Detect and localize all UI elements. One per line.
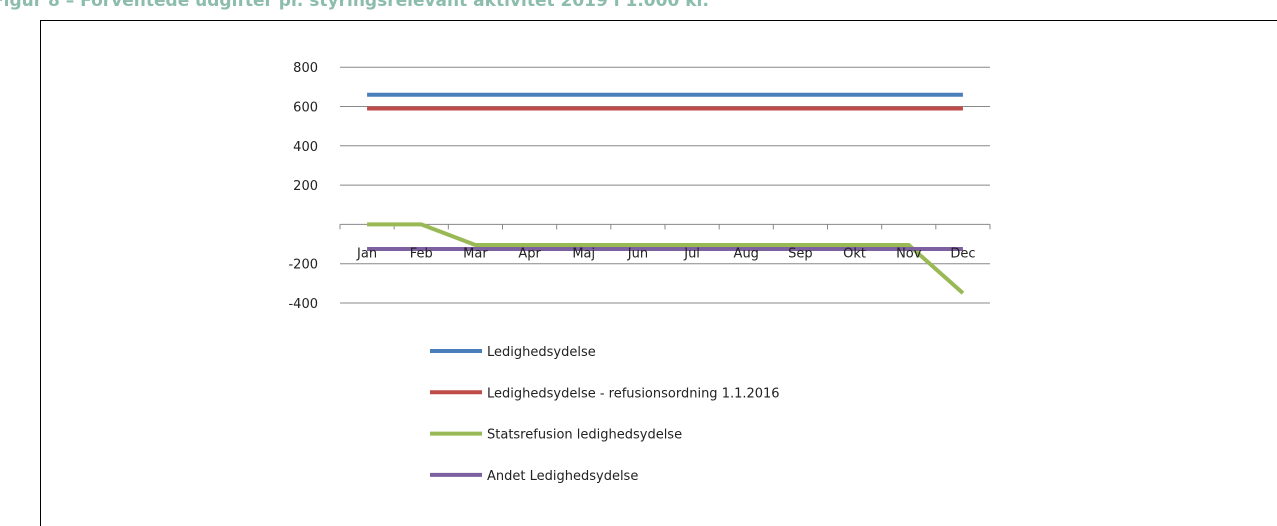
y-tick-label: 600 <box>293 101 318 116</box>
y-tick-label: -200 <box>288 258 318 273</box>
x-tick-label: Jun <box>627 246 648 261</box>
x-tick-label: Dec <box>950 246 975 261</box>
x-tick-label: Maj <box>572 246 595 261</box>
x-tick-label: Sep <box>788 246 813 261</box>
legend-label: Ledighedsydelse - refusionsordning 1.1.2… <box>487 386 780 401</box>
legend-label: Andet Ledighedsydelse <box>487 469 638 484</box>
y-tick-label: 200 <box>293 179 318 194</box>
x-tick-label: Jul <box>683 246 700 261</box>
y-tick-label: 400 <box>293 140 318 155</box>
y-tick-label: 800 <box>293 61 318 76</box>
series-line <box>367 222 965 295</box>
x-tick-label: Nov <box>896 246 922 261</box>
legend-label: Statsrefusion ledighedsydelse <box>487 428 682 443</box>
x-tick-label: Aug <box>734 246 759 261</box>
legend-label: Ledighedsydelse <box>487 345 596 360</box>
x-tick-label: Jan <box>356 246 377 261</box>
x-tick-label: Feb <box>410 246 433 261</box>
frame <box>40 20 1277 526</box>
x-tick-label: Mar <box>463 246 488 261</box>
chart-title: Figur 8 – Forventede udgifter pr. styrin… <box>0 0 709 11</box>
y-tick-label: -400 <box>288 297 318 312</box>
x-tick-label: Apr <box>518 246 541 261</box>
x-tick-label: Okt <box>843 246 866 261</box>
